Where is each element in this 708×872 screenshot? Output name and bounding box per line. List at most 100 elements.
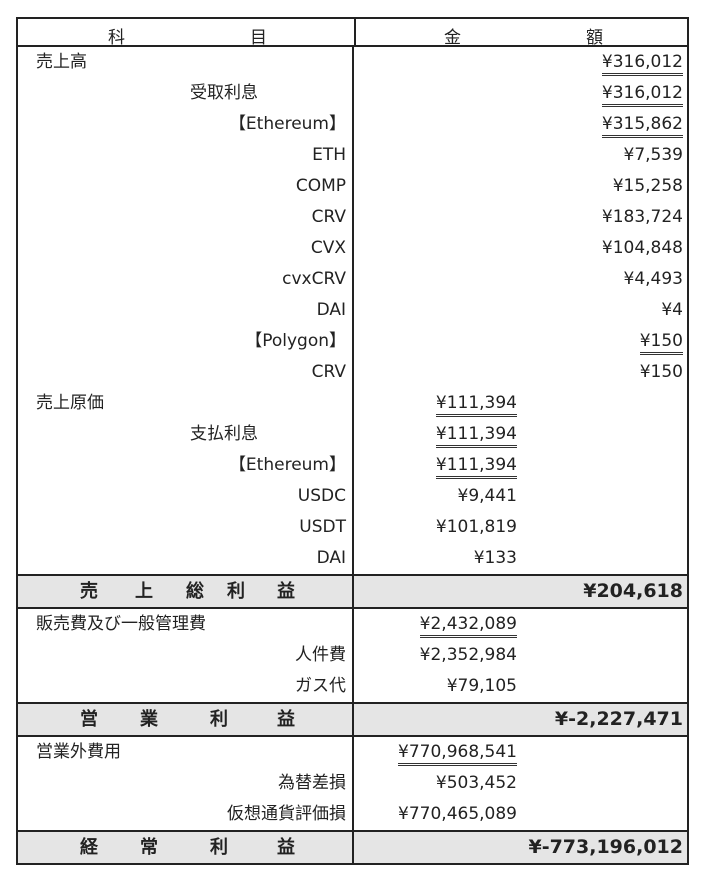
account-label: cvxCRV	[282, 269, 346, 289]
amount-value: ¥104,848	[601, 238, 683, 258]
table-row: 【Polygon】 ¥150	[18, 326, 687, 357]
account-label: 【Polygon】	[245, 331, 346, 351]
subtotal-value: ¥770,968,541	[398, 741, 517, 766]
account-label: 【Ethereum】	[228, 455, 346, 475]
total-amount-cell: ¥-773,196,012	[354, 832, 687, 863]
total-amount-cell: ¥-2,227,471	[354, 704, 687, 735]
subtotal-value: ¥101,819	[435, 517, 517, 537]
total-label-char: 常	[140, 837, 158, 858]
table-row: 売上高 ¥316,012	[18, 47, 687, 78]
table-header: 科 目 金 額	[16, 17, 689, 48]
amount-cell: ¥316,012	[354, 47, 687, 78]
account-label: CVX	[310, 238, 346, 258]
account-cell: 受取利息	[18, 78, 354, 109]
total-label-cell: 売上総利益	[18, 576, 354, 607]
account-label: 人件費	[295, 645, 346, 665]
amount-value: ¥150	[639, 330, 683, 355]
total-value: ¥-773,196,012	[528, 836, 683, 858]
table-row: 販売費及び一般管理費 ¥2,432,089	[18, 609, 687, 640]
ordinary-income-row: 経 常 利 益 ¥-773,196,012	[16, 830, 689, 865]
amount-value: ¥316,012	[601, 82, 683, 107]
subtotal-value: ¥79,105	[446, 676, 517, 696]
total-label-char: 利	[210, 837, 228, 858]
account-cell: 【Ethereum】	[18, 109, 354, 140]
amount-value: ¥7,539	[623, 145, 683, 165]
subtotal-value: ¥111,394	[435, 392, 517, 417]
account-cell: 売上高	[18, 47, 354, 78]
header-account-cell: 科 目	[18, 19, 356, 48]
table-row: 仮想通貨評価損 ¥770,465,089	[18, 799, 687, 830]
account-label: 売上高	[36, 52, 87, 72]
amount-value: ¥315,862	[601, 113, 683, 138]
subtotal-value: ¥770,465,089	[398, 804, 517, 824]
total-value: ¥204,618	[583, 580, 683, 602]
account-cell: CRV	[18, 202, 354, 233]
account-cell: DAI	[18, 295, 354, 326]
amount-cell: ¥503,452	[354, 768, 687, 799]
account-cell: CVX	[18, 233, 354, 264]
table-row: CRV ¥150	[18, 357, 687, 388]
table-row: cvxCRV ¥4,493	[18, 264, 687, 295]
amount-cell: ¥316,012	[354, 78, 687, 109]
header-amount-cell: 金 額	[356, 19, 687, 48]
amount-value: ¥15,258	[612, 176, 683, 196]
amount-cell: ¥101,819	[354, 512, 687, 543]
account-label: 販売費及び一般管理費	[36, 614, 206, 634]
gross-profit-row: 売 上 総 利 益 ¥204,618	[16, 574, 689, 609]
table-row: ガス代 ¥79,105	[18, 671, 687, 702]
account-label: ガス代	[295, 676, 346, 696]
table-row: COMP ¥15,258	[18, 171, 687, 202]
table-row: 人件費 ¥2,352,984	[18, 640, 687, 671]
amount-cell: ¥111,394	[354, 388, 687, 419]
account-cell: cvxCRV	[18, 264, 354, 295]
account-label: 仮想通貨評価損	[227, 804, 346, 824]
account-cell: ガス代	[18, 671, 354, 702]
account-label: 営業外費用	[36, 742, 121, 762]
table-row: 支払利息 ¥111,394	[18, 419, 687, 450]
table-row: DAI ¥4	[18, 295, 687, 326]
account-label: CRV	[311, 207, 346, 227]
amount-value: ¥316,012	[601, 51, 683, 76]
table-row: 為替差損 ¥503,452	[18, 768, 687, 799]
table-row: 【Ethereum】 ¥315,862	[18, 109, 687, 140]
amount-cell: ¥4	[354, 295, 687, 326]
table-row: CRV ¥183,724	[18, 202, 687, 233]
account-cell: 仮想通貨評価損	[18, 799, 354, 830]
account-cell: 営業外費用	[18, 737, 354, 768]
account-label: 支払利息	[190, 424, 258, 444]
account-cell: 売上原価	[18, 388, 354, 419]
amount-cell: ¥111,394	[354, 419, 687, 450]
header-account-char-2: 目	[250, 28, 267, 48]
account-cell: USDT	[18, 512, 354, 543]
account-label: CRV	[311, 362, 346, 382]
account-cell: 人件費	[18, 640, 354, 671]
account-cell: 販売費及び一般管理費	[18, 609, 354, 640]
header-amount-char-1: 金	[444, 28, 461, 48]
amount-cell: ¥9,441	[354, 481, 687, 512]
account-cell: 為替差損	[18, 768, 354, 799]
table-row: USDT ¥101,819	[18, 512, 687, 543]
account-label: DAI	[316, 548, 346, 568]
table-row: DAI ¥133	[18, 543, 687, 574]
amount-cell: ¥104,848	[354, 233, 687, 264]
total-label-char: 業	[140, 709, 158, 730]
total-label-cell: 営業利益	[18, 704, 354, 735]
account-label: ETH	[312, 145, 346, 165]
account-label: 受取利息	[190, 83, 258, 103]
table-row: 売上原価 ¥111,394	[18, 388, 687, 419]
table-row: ETH ¥7,539	[18, 140, 687, 171]
subtotal-value: ¥133	[473, 548, 517, 568]
amount-cell: ¥150	[354, 357, 687, 388]
table-row: 受取利息 ¥316,012	[18, 78, 687, 109]
account-label: 為替差損	[278, 773, 346, 793]
account-cell: COMP	[18, 171, 354, 202]
amount-value: ¥4,493	[623, 269, 683, 289]
amount-cell: ¥79,105	[354, 671, 687, 702]
subtotal-value: ¥2,432,089	[419, 613, 517, 638]
table-row: USDC ¥9,441	[18, 481, 687, 512]
amount-cell: ¥133	[354, 543, 687, 574]
subtotal-value: ¥2,352,984	[419, 645, 517, 665]
total-label-char: 営	[80, 709, 98, 730]
operating-income-row: 営 業 利 益 ¥-2,227,471	[16, 702, 689, 737]
amount-value: ¥4	[661, 300, 683, 320]
